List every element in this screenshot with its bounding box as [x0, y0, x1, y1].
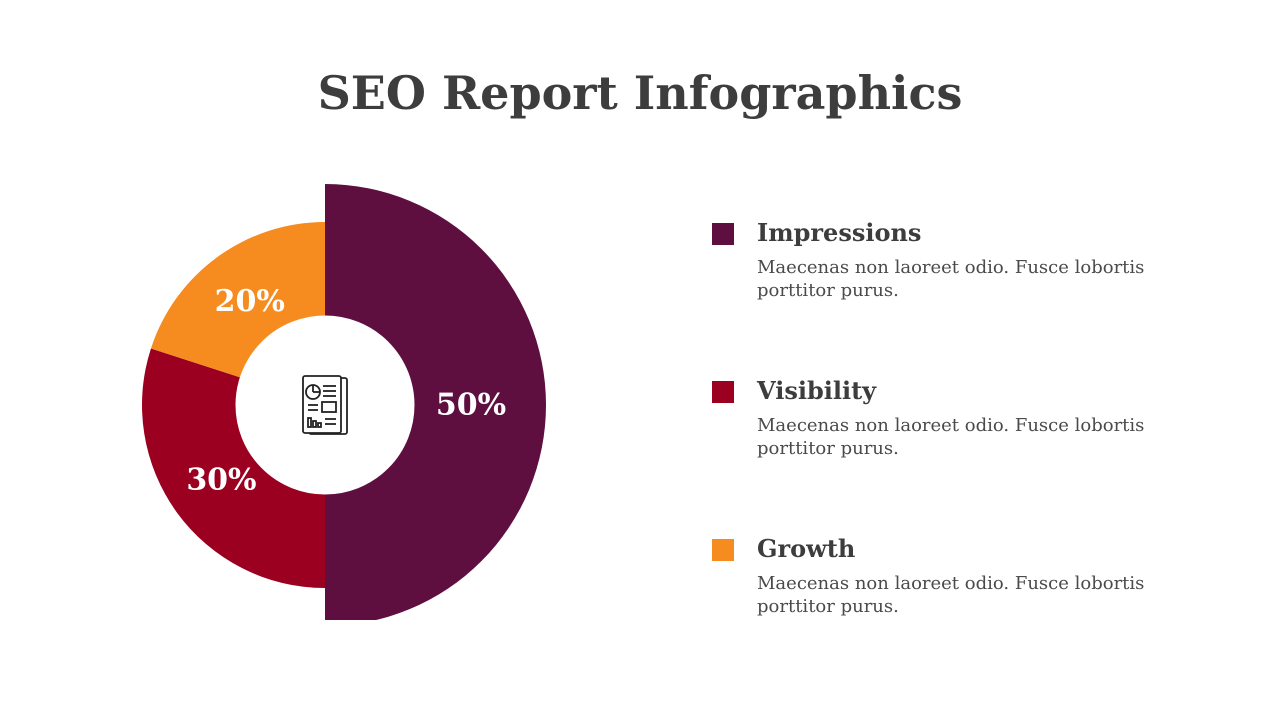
legend-swatch-impressions: [712, 223, 734, 245]
slice-label-impressions: 50%: [436, 388, 506, 423]
legend-description-visibility: Maecenas non laoreet odio. Fusce loborti…: [757, 415, 1145, 459]
slice-label-growth: 20%: [215, 284, 285, 319]
donut-chart: 50% 30% 20%: [141, 184, 546, 620]
legend-label-growth: Growth: [757, 534, 856, 563]
inner-ring: [235, 315, 415, 495]
legend-label-visibility: Visibility: [757, 376, 877, 405]
legend-swatch-growth: [712, 539, 734, 561]
report-document-icon: [302, 375, 348, 435]
page-title: SEO Report Infographics: [317, 66, 963, 120]
legend-swatch-visibility: [712, 381, 734, 403]
legend-item-impressions: Impressions Maecenas non laoreet odio. F…: [712, 218, 1232, 376]
legend-description-impressions: Maecenas non laoreet odio. Fusce loborti…: [757, 257, 1145, 301]
legend-item-growth: Growth Maecenas non laoreet odio. Fusce …: [712, 534, 1232, 692]
legend: Impressions Maecenas non laoreet odio. F…: [712, 218, 1232, 692]
legend-item-visibility: Visibility Maecenas non laoreet odio. Fu…: [712, 376, 1232, 534]
legend-label-impressions: Impressions: [757, 218, 922, 247]
slice-impressions: [325, 184, 546, 620]
slice-label-visibility: 30%: [186, 463, 256, 498]
legend-description-growth: Maecenas non laoreet odio. Fusce loborti…: [757, 573, 1145, 617]
slice-visibility: [141, 348, 325, 588]
slice-growth: [150, 222, 325, 378]
